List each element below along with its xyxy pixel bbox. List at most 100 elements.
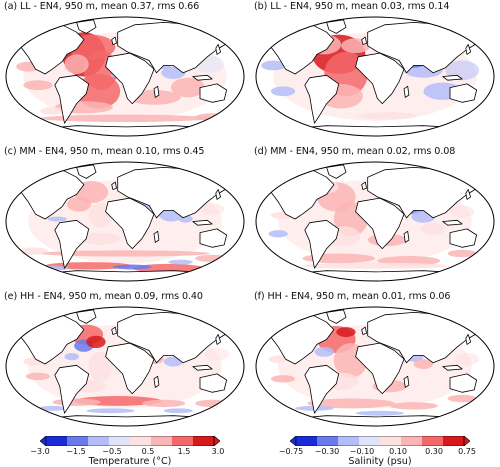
salinity-tick: −0.75 [278,447,304,456]
salinity-colorbar [290,436,470,446]
anomaly-patch [336,327,356,337]
landmass-australia [199,373,228,393]
colorbar-bin [88,436,109,446]
landmass-uk [361,326,367,335]
anomaly-patch [37,405,67,411]
salinity-tick: −0.10 [349,447,375,456]
anomaly-patch [270,375,296,383]
anomaly-patch [86,335,106,349]
map-border [255,16,495,137]
temperature-colorbar [40,436,220,446]
anomaly-patch [64,352,80,361]
anomaly-patch [66,196,92,212]
landmass-uk [111,181,117,190]
landmass-madagascar [153,85,160,98]
colorbar-extend-low [290,436,297,446]
anomaly-patch [168,259,193,265]
landmass-antarctica [32,270,218,281]
anomaly-patch [314,346,334,357]
colorbar-extend-high [213,436,220,446]
anomaly-patch [52,398,101,406]
map-border [5,161,245,282]
landmass-uk [361,36,367,45]
colorbar-bin [380,436,401,446]
coastlines [13,19,230,136]
salinity-colorbar-label: Salinity (psu) [348,456,412,467]
coastlines [263,164,480,281]
anomaly-patch [64,54,89,75]
anomaly-patch [270,86,296,97]
landmass-australia [199,228,228,248]
salinity-tick: 0.30 [425,447,443,456]
anomaly-patch [25,372,50,381]
landmass-japan [215,189,222,200]
landmass-greenland [76,19,97,34]
temperature-tick: 1.5 [177,447,191,456]
colorbar-bin [193,436,214,446]
colorbar-bin [317,436,338,446]
anomaly-patch [200,203,225,216]
anomaly-patch [141,399,186,408]
colorbar-bin [151,436,172,446]
landmass-uk [111,36,117,45]
colorbar-frame [45,436,215,446]
landmass-greenland [326,19,347,34]
anomaly-patch [302,262,448,269]
landmass-south-america [304,364,340,414]
colorbar-bin [443,436,464,446]
colorbar-bin [109,436,130,446]
landmass-africa [355,52,405,104]
landmass-indonesia [192,364,213,371]
map-border [255,306,495,427]
landmass-antarctica [282,415,468,426]
temperature-tick: 3.0 [211,447,225,456]
anomaly-patch [40,250,210,257]
landmass-madagascar [403,85,410,98]
anomaly-patch [268,355,288,363]
landmass-greenland [326,164,347,179]
salinity-tick: 0.10 [389,447,407,456]
anomaly-patch [40,114,210,123]
landmass-madagascar [153,230,160,243]
landmass-indonesia [442,364,463,371]
map-panel-c [5,161,245,282]
colorbar-frame [295,436,465,446]
anomaly-patch [81,232,121,245]
landmass-indonesia [192,74,213,81]
anomaly-patch [204,348,230,361]
panel-title-c: (c) MM - EN4, 950 m, mean 0.10, rms 0.45 [4,146,205,157]
landmass-africa [105,197,155,249]
anomaly-patch [447,249,477,258]
map-border [5,306,245,427]
salinity-tick: 0.75 [458,447,476,456]
landmass-madagascar [403,230,410,243]
landmass-uk [361,181,367,190]
anomaly-patch [47,216,67,222]
landmass-australia [449,83,478,103]
anomaly-patch [261,60,286,71]
landmass-japan [465,44,472,55]
colorbar-bin [172,436,193,446]
anomaly-patch [86,408,135,414]
landmass-antarctica [282,270,468,281]
anomaly-patch [268,230,288,238]
anomaly-patch [88,351,113,382]
colorbar-extend-high [463,436,470,446]
landmass-madagascar [153,375,160,388]
temperature-colorbar-label: Temperature (°C) [88,456,172,467]
temperature-tick: −3.0 [30,447,50,456]
colorbar-bin [296,436,317,446]
anomaly-patch [170,77,205,98]
temperature-tick: 0.5 [141,447,155,456]
anomaly-patch [132,263,205,273]
landmass-antarctica [282,125,468,136]
map-panel-b [255,16,495,137]
landmass-greenland [76,164,97,179]
landmass-uk [111,326,117,335]
anomaly-patch [112,264,152,270]
landmass-africa [105,342,155,394]
landmass-south-america [304,219,340,269]
anomaly-patch [454,352,480,366]
panel-title-f: (f) HH - EN4, 950 m, mean 0.01, rms 0.06 [254,291,451,302]
map-border [5,16,245,137]
